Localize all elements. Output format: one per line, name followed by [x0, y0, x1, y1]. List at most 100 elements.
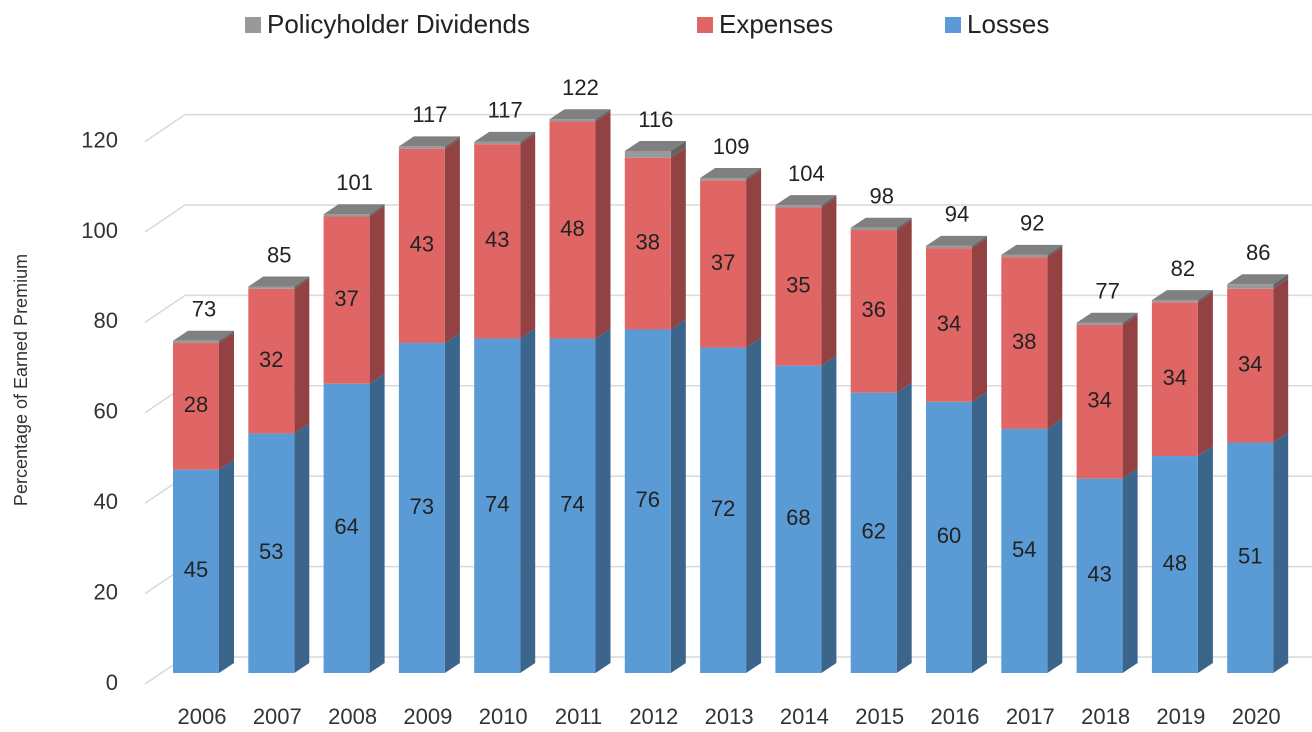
x-tick-label: 2019 [1156, 704, 1205, 729]
data-label: 34 [937, 311, 961, 336]
total-label: 117 [488, 98, 523, 123]
data-label: 51 [1238, 544, 1262, 569]
bar-side [369, 373, 385, 673]
bar-side [444, 136, 460, 149]
x-tick-label: 2009 [403, 704, 452, 729]
bar-top [1001, 244, 1063, 255]
data-label: 37 [334, 286, 358, 311]
bar-side [896, 382, 912, 673]
bar-top [549, 109, 611, 120]
bar-side [1197, 292, 1213, 457]
bar-side [670, 147, 686, 330]
data-label: 64 [334, 514, 358, 539]
bar [323, 216, 370, 384]
bar-side [444, 138, 460, 344]
bar-side [369, 206, 385, 384]
data-label: 36 [861, 297, 885, 322]
bar-side [1122, 314, 1138, 479]
y-tick-label: 60 [94, 399, 118, 424]
data-label: 34 [1238, 351, 1262, 376]
x-tick-label: 2010 [479, 704, 528, 729]
data-label: 43 [410, 232, 434, 257]
data-label: 32 [259, 347, 283, 372]
legend-swatch [245, 17, 261, 33]
bar [398, 148, 445, 344]
grid-line [144, 204, 1312, 233]
bar [624, 150, 671, 158]
bar-side [1047, 418, 1063, 673]
bar [926, 401, 972, 673]
bar [1227, 288, 1274, 443]
total-label: 109 [713, 134, 750, 159]
bar [775, 365, 822, 673]
bar [850, 227, 897, 231]
bar [323, 383, 370, 673]
bar-side [1197, 290, 1213, 303]
bar-side [821, 197, 837, 366]
x-tick-label: 2007 [253, 704, 302, 729]
x-tick-label: 2013 [705, 704, 754, 729]
data-label: 43 [485, 227, 509, 252]
data-label: 34 [1163, 365, 1187, 390]
bar-side [896, 217, 912, 231]
data-label: 43 [1087, 562, 1111, 587]
bar [1227, 442, 1274, 673]
bar-top [1227, 274, 1289, 285]
data-label: 38 [636, 229, 660, 254]
y-tick-label: 20 [94, 579, 118, 604]
x-tick-label: 2020 [1232, 704, 1281, 729]
bar-side [520, 328, 536, 673]
bar [398, 146, 445, 149]
legend-label: Expenses [719, 9, 833, 39]
bar [1076, 478, 1123, 673]
bar-top [850, 217, 912, 228]
bar-side [746, 170, 762, 348]
x-tick-label: 2016 [931, 704, 980, 729]
bar [173, 343, 219, 470]
data-label: 48 [560, 216, 584, 241]
bar-side [746, 168, 762, 181]
grid-line [144, 113, 1312, 143]
bar-side [520, 134, 536, 339]
bar [624, 329, 671, 673]
bar [549, 119, 596, 122]
bar-side [219, 459, 234, 673]
total-label: 92 [1020, 211, 1044, 236]
bar-side [972, 391, 987, 673]
bar [775, 205, 822, 208]
data-label: 74 [485, 492, 509, 517]
bar [173, 469, 219, 673]
bar [1151, 300, 1198, 303]
bar-side [746, 337, 762, 673]
bar-side [520, 131, 536, 145]
x-tick-label: 2008 [328, 704, 377, 729]
y-tick-label: 120 [81, 127, 118, 152]
bar-side [219, 330, 234, 344]
bar [474, 141, 521, 145]
bar-side [1122, 468, 1138, 673]
bar [474, 144, 521, 339]
bar-side [972, 235, 987, 249]
bar [850, 230, 897, 393]
bar-side [821, 195, 837, 208]
data-label: 54 [1012, 537, 1036, 562]
bar-top [173, 330, 234, 341]
bar-side [972, 238, 987, 402]
data-label: 48 [1163, 550, 1187, 575]
data-label: 72 [711, 496, 735, 521]
bar-side [1273, 274, 1289, 289]
total-label: 77 [1095, 279, 1119, 304]
y-tick-label: 0 [106, 670, 118, 695]
data-label: 68 [786, 505, 810, 530]
bar-side [369, 204, 385, 217]
bar [1001, 257, 1048, 429]
data-label: 28 [184, 392, 208, 417]
bar-top [323, 204, 385, 215]
x-tick-label: 2012 [629, 704, 678, 729]
bar [1076, 322, 1123, 325]
bar-top [1076, 312, 1138, 323]
total-label: 98 [869, 184, 893, 209]
legend-label: Losses [967, 9, 1049, 39]
legend-swatch [945, 17, 961, 33]
